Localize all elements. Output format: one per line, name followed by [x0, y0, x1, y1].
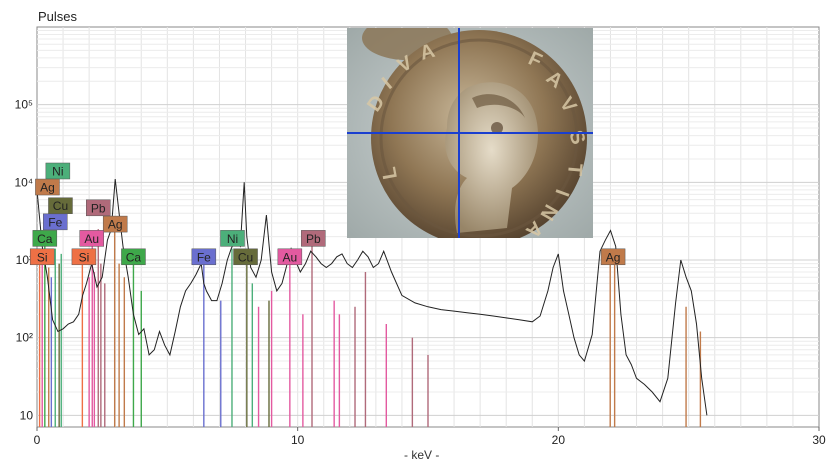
x-tick-label: 0 [34, 433, 41, 447]
y-tick-label: 10 [20, 408, 34, 422]
element-label-box [121, 248, 146, 266]
element-label: Ag [40, 181, 55, 195]
y-tick-label: 10⁵ [15, 98, 33, 112]
x-tick-label: 30 [812, 433, 826, 447]
element-label: Pb [91, 201, 106, 215]
element-label-box [29, 248, 55, 266]
element-label: Pb [306, 232, 321, 246]
y-tick-label: 10⁴ [14, 175, 33, 189]
element-label-box [102, 215, 128, 233]
coin-image: D I V A F A V S T I N A L [347, 28, 593, 238]
element-label-box [233, 248, 258, 266]
element-label-box [42, 213, 68, 231]
spectrum-line [36, 179, 708, 416]
element-label-box [600, 248, 626, 266]
y-tick-label: 10³ [16, 253, 33, 267]
y-axis-label: Pulses [38, 9, 78, 24]
element-label: Si [79, 250, 90, 264]
element-label: Cu [53, 199, 68, 213]
element-label-box [301, 230, 326, 247]
element-label-box [191, 248, 217, 266]
element-label-box [220, 230, 245, 247]
svg-text:T: T [563, 163, 586, 177]
element-label-box [71, 248, 97, 266]
element-label-box [79, 230, 104, 247]
svg-text:A: A [418, 40, 438, 65]
element-label: Au [283, 250, 298, 264]
x-tick-label: 10 [291, 433, 305, 447]
element-label: Ag [108, 218, 123, 232]
element-label: Ni [227, 232, 238, 246]
element-label: Ag [606, 250, 621, 264]
element-label: Ca [126, 250, 142, 264]
x-tick-label: 20 [552, 433, 566, 447]
element-label-box [277, 248, 303, 266]
element-label: Si [37, 250, 48, 264]
element-label-box [86, 199, 111, 217]
y-tick-label: 10² [16, 331, 33, 345]
coin-photo-inset: D I V A F A V S T I N A L [347, 28, 593, 238]
element-label-box [32, 230, 58, 247]
x-ticks: 0 10 20 30 [34, 427, 826, 447]
element-label: Ni [52, 164, 63, 178]
x-axis-label: - keV - [404, 448, 440, 462]
y-ticks: 10 10² 10³ 10⁴ 10⁵ [14, 98, 33, 423]
element-lines [38, 225, 702, 427]
element-label-box [35, 178, 60, 196]
element-label: Au [84, 232, 99, 246]
element-label: Fe [197, 250, 211, 264]
element-label: Ca [37, 232, 53, 246]
element-label: Fe [48, 215, 62, 229]
svg-text:L: L [378, 165, 402, 181]
element-label: Cu [238, 250, 253, 264]
